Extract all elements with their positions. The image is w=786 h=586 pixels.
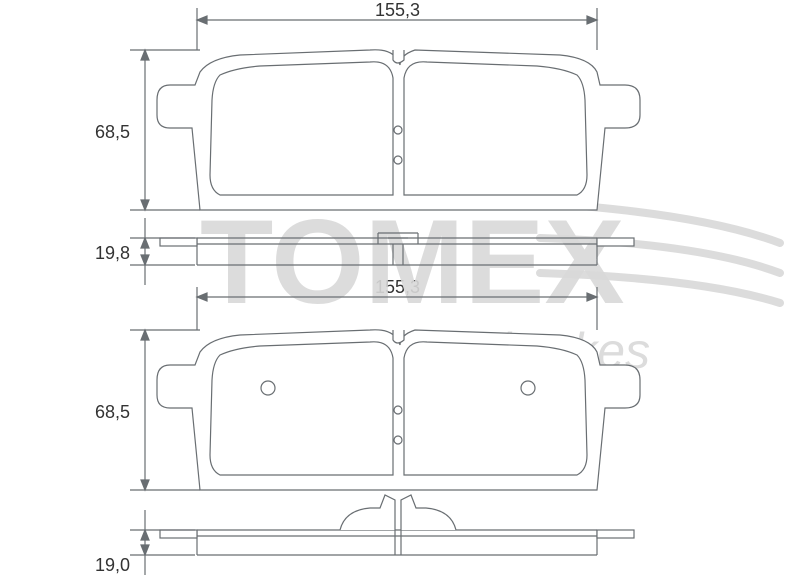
- drawing-svg: [0, 0, 786, 586]
- technical-drawing: TOMEX brakes: [0, 0, 786, 586]
